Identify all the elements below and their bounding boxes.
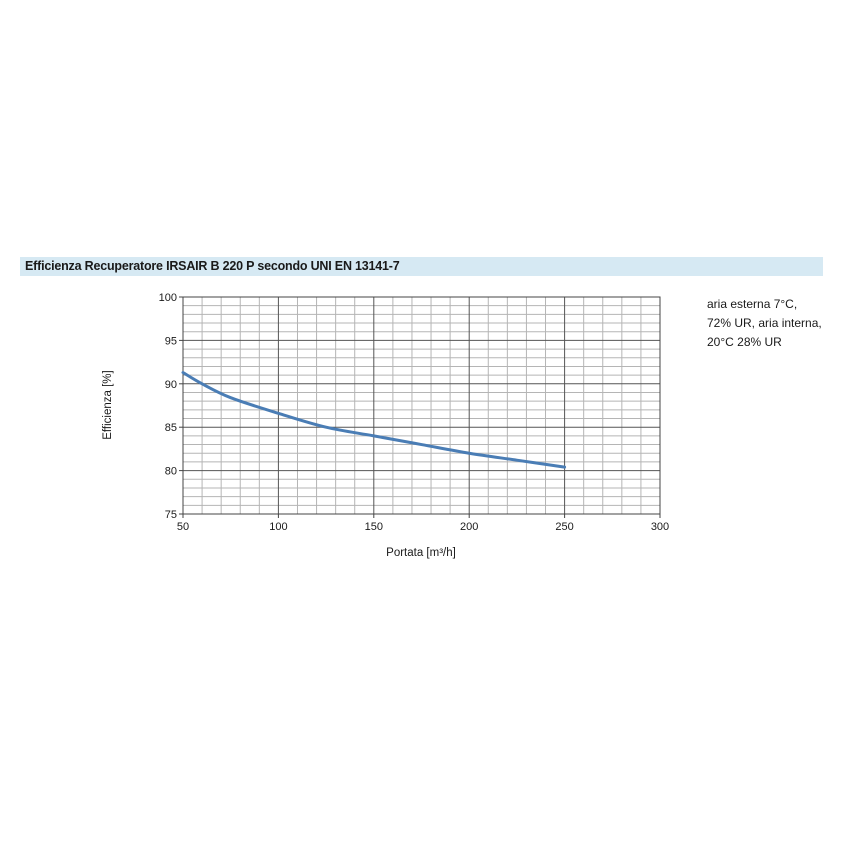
x-tick-label: 250	[555, 521, 573, 533]
y-axis-label: Efficienza [%]	[102, 370, 114, 439]
y-tick-label: 95	[165, 335, 177, 347]
x-axis-ticks: 50 100 150 200 250 300	[177, 514, 669, 533]
x-axis-label: Portata [m³/h]	[386, 547, 456, 559]
x-tick-label: 50	[177, 521, 189, 533]
test-conditions-note: aria esterna 7°C, 72% UR, aria interna, …	[707, 295, 832, 352]
y-tick-label: 90	[165, 379, 177, 391]
efficiency-series-line	[181, 371, 567, 469]
chart-title: Efficienza Recuperatore IRSAIR B 220 P s…	[25, 259, 400, 273]
note-line: 72% UR, aria interna,	[707, 316, 822, 330]
x-tick-label: 150	[365, 521, 383, 533]
major-grid	[183, 297, 660, 514]
x-tick-label: 100	[269, 521, 287, 533]
plot-frame	[182, 296, 661, 515]
note-line: aria esterna 7°C,	[707, 297, 798, 311]
y-axis-ticks: 75 80 85 90 95 100	[159, 292, 183, 521]
x-tick-label: 300	[651, 521, 669, 533]
note-line: 20°C 28% UR	[707, 335, 782, 349]
minor-grid	[183, 297, 660, 514]
y-tick-label: 100	[159, 292, 177, 304]
x-tick-label: 200	[460, 521, 478, 533]
y-tick-label: 80	[165, 466, 177, 478]
y-tick-label: 75	[165, 509, 177, 521]
y-tick-label: 85	[165, 422, 177, 434]
chart-title-bar: Efficienza Recuperatore IRSAIR B 220 P s…	[20, 257, 823, 276]
